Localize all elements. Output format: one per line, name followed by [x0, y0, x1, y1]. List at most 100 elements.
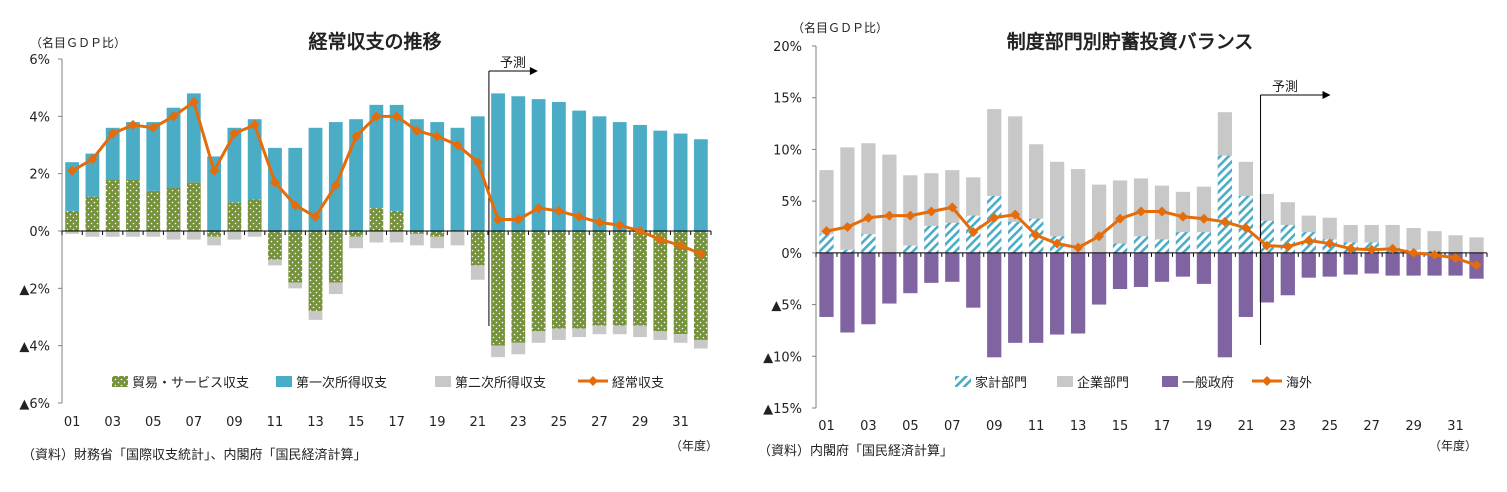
left-bar-secondary-income — [308, 311, 323, 320]
left-bar-secondary-income — [572, 328, 587, 338]
right-point-overseas — [1282, 241, 1293, 252]
right-bar-household — [861, 234, 876, 253]
left-point-current-account — [553, 205, 564, 216]
right-bar-household — [987, 195, 1002, 253]
left-bar-trade-services — [592, 231, 607, 326]
right-bar-government — [1343, 252, 1358, 275]
left-bar-trade-services — [653, 231, 668, 332]
right-point-overseas — [1031, 230, 1042, 241]
left-bar-trade-services — [308, 231, 323, 312]
left-bar-secondary-income — [85, 231, 100, 237]
right-bar-government — [1427, 252, 1442, 276]
left-point-current-account — [107, 128, 118, 139]
right-point-overseas — [1219, 216, 1230, 227]
left-bar-secondary-income — [693, 339, 708, 349]
left-point-current-account — [695, 248, 706, 259]
legend-swatch-trade-services — [112, 376, 128, 387]
right-x-tick-label: 25 — [1321, 419, 1338, 434]
right-x-tick-label: 19 — [1196, 419, 1213, 434]
left-point-current-account — [148, 122, 159, 133]
left-bar-secondary-income — [673, 334, 688, 343]
left-point-current-account — [229, 128, 240, 139]
left-x-tick-label: 13 — [307, 415, 324, 430]
right-x-tick-label: 09 — [986, 419, 1003, 434]
left-bar-primary-income — [653, 130, 668, 231]
right-point-overseas — [1198, 213, 1209, 224]
right-chart-forecast-label: 予測 — [1272, 80, 1298, 95]
right-bar-household — [1008, 221, 1023, 253]
left-point-current-account — [87, 154, 98, 165]
left-bar-secondary-income — [166, 231, 181, 240]
left-x-tick-label: 17 — [388, 415, 405, 430]
left-point-current-account — [330, 180, 341, 191]
right-bar-government — [945, 252, 960, 282]
left-bar-trade-services — [288, 231, 303, 283]
left-bar-secondary-income — [247, 231, 262, 237]
left-point-current-account — [310, 211, 321, 222]
right-chart-legend: 家計部門 企業部門 一般政府 海外 — [955, 375, 1312, 391]
right-forecast-arrow-head — [1322, 91, 1331, 99]
left-bar-secondary-income — [430, 236, 445, 249]
right-bar-household — [1112, 243, 1128, 253]
right-x-tick-label: 01 — [818, 419, 835, 434]
left-bar-trade-services — [146, 190, 161, 231]
left-bar-primary-income — [389, 104, 404, 211]
right-x-tick-label: 21 — [1238, 419, 1255, 434]
left-bar-secondary-income — [653, 331, 668, 340]
left-bar-secondary-income — [551, 328, 566, 340]
left-point-current-account — [290, 200, 301, 211]
right-y-tick-label: ▲5% — [771, 299, 802, 314]
left-point-current-account — [188, 97, 199, 107]
left-point-current-account — [371, 111, 382, 122]
right-point-overseas — [1136, 206, 1147, 217]
left-bar-secondary-income — [450, 231, 465, 246]
left-chart-source: （資料）財務省「国際収支統計」、内閣府「国民経済計算」 — [22, 447, 367, 463]
legend-label-household: 家計部門 — [975, 375, 1027, 391]
left-point-current-account — [127, 119, 138, 130]
right-bar-government — [882, 252, 897, 304]
left-bar-trade-services — [268, 231, 282, 260]
left-x-tick-label: 25 — [551, 415, 568, 430]
right-bar-government — [1301, 252, 1316, 278]
right-point-overseas — [947, 202, 958, 213]
right-bar-government — [1259, 252, 1274, 303]
right-bar-corporate — [1385, 224, 1400, 253]
right-point-overseas — [1387, 243, 1398, 254]
left-point-current-account — [452, 140, 463, 150]
left-bar-trade-services — [551, 231, 566, 329]
left-point-current-account — [168, 111, 179, 122]
left-point-current-account — [391, 111, 402, 122]
left-point-current-account — [209, 165, 220, 176]
right-x-tick-label: 05 — [902, 419, 919, 434]
left-bar-trade-services — [693, 231, 708, 340]
legend-label-primary-income: 第一次所得収支 — [296, 375, 387, 391]
right-bar-corporate — [1406, 228, 1421, 253]
right-point-overseas — [1052, 238, 1063, 249]
right-point-overseas — [968, 227, 979, 238]
right-bar-government — [1175, 252, 1191, 277]
left-bar-trade-services — [612, 231, 627, 326]
right-bar-government — [840, 252, 855, 333]
right-bar-corporate — [1070, 169, 1086, 253]
left-bar-secondary-income — [349, 236, 363, 249]
right-point-overseas — [1115, 213, 1126, 224]
left-bar-secondary-income — [511, 342, 526, 355]
right-point-overseas — [1345, 243, 1356, 254]
legend-swatch-secondary-income — [435, 376, 451, 387]
right-bar-government — [1217, 252, 1233, 358]
left-bar-primary-income — [308, 127, 323, 231]
left-bar-trade-services — [186, 182, 201, 231]
left-bar-primary-income — [146, 122, 161, 191]
left-x-tick-label: 11 — [267, 415, 284, 430]
right-point-overseas — [1073, 242, 1084, 253]
left-bar-secondary-income — [146, 231, 161, 237]
left-y-tick-label: ▲6% — [19, 397, 50, 412]
right-point-overseas — [842, 222, 853, 232]
right-point-overseas — [905, 210, 916, 221]
legend-marker-overseas — [1262, 376, 1272, 386]
right-bar-government — [966, 252, 981, 308]
legend-swatch-government — [1162, 376, 1178, 387]
left-bar-trade-services — [105, 179, 120, 231]
right-point-overseas — [989, 212, 1000, 223]
right-chart-unit-label: （名目ＧＤＰ比） — [792, 20, 888, 35]
